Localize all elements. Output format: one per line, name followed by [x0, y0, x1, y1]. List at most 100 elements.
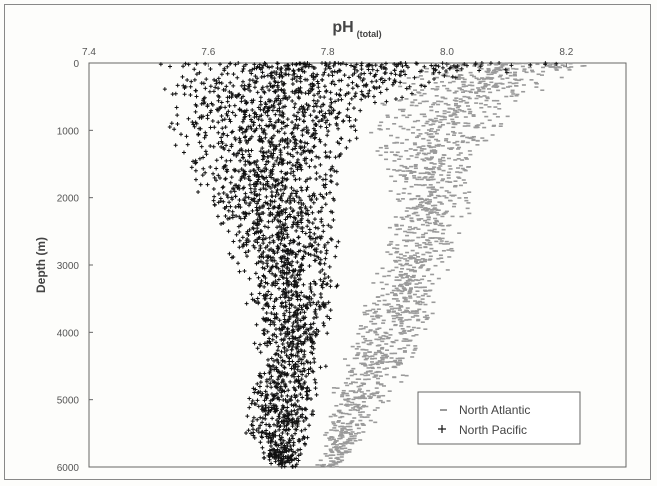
north-pacific-point — [301, 127, 306, 132]
north-pacific-point — [279, 225, 284, 230]
north-pacific-point — [284, 207, 289, 212]
north-pacific-point — [319, 118, 324, 123]
north-pacific-point — [384, 99, 389, 104]
north-pacific-point — [279, 229, 284, 234]
north-pacific-point — [303, 204, 308, 209]
north-pacific-point — [304, 211, 309, 216]
north-pacific-point — [275, 155, 280, 160]
north-pacific-point — [299, 357, 304, 362]
north-pacific-point — [182, 92, 187, 97]
north-pacific-point — [292, 336, 297, 341]
north-pacific-point — [354, 62, 359, 67]
north-pacific-point — [290, 436, 295, 441]
north-pacific-point — [323, 202, 328, 207]
north-pacific-point — [400, 95, 405, 100]
north-pacific-point — [310, 236, 315, 241]
north-pacific-point — [211, 187, 216, 192]
north-pacific-point — [271, 133, 276, 138]
north-pacific-point — [287, 268, 292, 273]
north-pacific-point — [338, 87, 343, 92]
north-pacific-point — [208, 110, 213, 115]
north-pacific-point — [322, 261, 327, 266]
north-pacific-point — [282, 145, 287, 150]
north-pacific-point — [298, 269, 303, 274]
north-pacific-point — [258, 180, 263, 185]
north-pacific-point — [300, 395, 305, 400]
north-pacific-point — [277, 370, 282, 375]
north-pacific-point — [287, 251, 292, 256]
north-pacific-point — [260, 85, 265, 90]
north-pacific-point — [227, 103, 232, 108]
north-pacific-point — [240, 119, 245, 124]
north-pacific-point — [290, 89, 295, 94]
north-pacific-point — [437, 70, 442, 75]
north-pacific-point — [276, 192, 281, 197]
north-pacific-point — [267, 454, 272, 459]
north-pacific-point — [266, 139, 271, 144]
north-pacific-point — [247, 162, 252, 167]
north-pacific-point — [267, 123, 272, 128]
north-pacific-point — [266, 289, 271, 294]
north-pacific-point — [260, 265, 265, 270]
north-pacific-point — [258, 259, 263, 264]
north-pacific-point — [327, 264, 332, 269]
north-pacific-point — [294, 160, 299, 165]
north-pacific-point — [298, 198, 303, 203]
north-pacific-point — [332, 82, 337, 87]
north-pacific-point — [193, 120, 198, 125]
north-pacific-point — [323, 177, 328, 182]
north-pacific-point — [276, 395, 281, 400]
north-pacific-point — [219, 155, 224, 160]
north-pacific-point — [328, 150, 333, 155]
north-pacific-point — [247, 396, 252, 401]
north-pacific-point — [326, 223, 331, 228]
north-pacific-point — [276, 277, 281, 282]
north-pacific-point — [497, 61, 502, 66]
north-pacific-point — [290, 98, 295, 103]
north-pacific-point — [275, 225, 280, 230]
north-pacific-point — [308, 113, 313, 118]
north-pacific-point — [290, 330, 295, 335]
north-pacific-point — [282, 311, 287, 316]
north-pacific-point — [290, 120, 295, 125]
north-pacific-point — [273, 112, 278, 117]
north-pacific-point — [181, 64, 186, 69]
north-pacific-point — [219, 144, 224, 149]
north-pacific-point — [287, 460, 292, 465]
north-pacific-point — [313, 380, 318, 385]
y-tick-label: 3000 — [57, 261, 80, 272]
north-pacific-point — [262, 284, 267, 289]
north-pacific-point — [193, 168, 198, 173]
north-pacific-point — [296, 453, 301, 458]
north-pacific-point — [280, 162, 285, 167]
north-pacific-point — [285, 410, 290, 415]
north-pacific-point — [270, 271, 275, 276]
north-pacific-point — [296, 86, 301, 91]
north-pacific-point — [301, 325, 306, 330]
north-pacific-point — [323, 120, 328, 125]
north-pacific-point — [235, 151, 240, 156]
north-pacific-point — [289, 131, 294, 136]
north-pacific-point — [279, 88, 284, 93]
north-pacific-point — [225, 133, 230, 138]
north-pacific-point — [280, 110, 285, 115]
north-pacific-point — [314, 392, 319, 397]
north-pacific-point — [289, 402, 294, 407]
north-pacific-point — [204, 77, 209, 82]
north-pacific-point — [295, 320, 300, 325]
north-pacific-point — [227, 216, 232, 221]
north-pacific-point — [273, 442, 278, 447]
north-pacific-point — [282, 370, 287, 375]
north-pacific-point — [281, 81, 286, 86]
north-pacific-point — [244, 128, 249, 133]
north-pacific-point — [312, 253, 317, 258]
north-pacific-point — [265, 363, 270, 368]
north-pacific-point — [285, 405, 290, 410]
north-pacific-point — [216, 76, 221, 81]
north-pacific-point — [236, 202, 241, 207]
north-pacific-point — [219, 221, 224, 226]
north-pacific-point — [318, 365, 323, 370]
north-pacific-point — [323, 182, 328, 187]
north-pacific-point — [328, 90, 333, 95]
